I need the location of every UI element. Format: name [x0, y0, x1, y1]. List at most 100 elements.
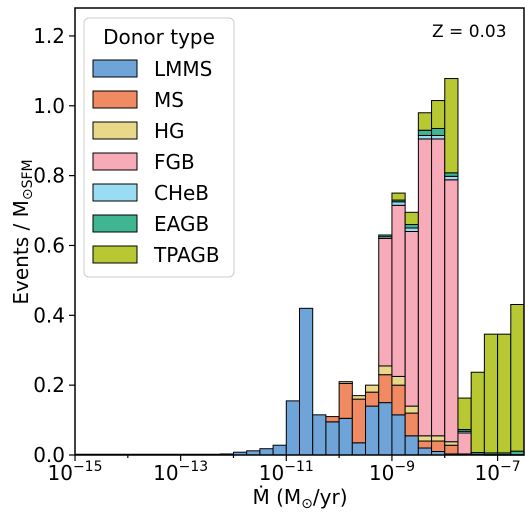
bar-hg: [351, 395, 367, 400]
bar-lmms: [259, 448, 274, 456]
x-tick-label-exponent: −7: [500, 459, 521, 475]
legend-label-lmms: LMMS: [154, 57, 212, 81]
bar-eagb: [444, 172, 459, 177]
bar-eagb: [431, 127, 446, 136]
x-axis-label: Ṁ (M⊙/yr): [252, 485, 347, 512]
bar-ms: [325, 416, 340, 423]
bar-tpagb: [391, 192, 406, 201]
bar-lmms: [417, 447, 433, 456]
x-tick-label: 10−11: [259, 459, 314, 485]
x-tick-label: 10−9: [369, 459, 415, 485]
bar-hg: [404, 405, 419, 414]
bar-fgb: [378, 237, 393, 367]
bar-cheb: [431, 134, 446, 140]
bar-ms: [365, 391, 380, 407]
bar-fgb: [417, 138, 433, 437]
bar-lmms: [272, 444, 287, 456]
x-tick-label-exponent: −15: [73, 459, 103, 475]
bar-tpagb: [497, 333, 512, 454]
bar-eagb: [404, 224, 419, 229]
bar-eagb: [378, 234, 393, 238]
x-axis-label-main: Ṁ (M: [252, 485, 301, 509]
legend-swatch-lmms: [92, 59, 138, 78]
metallicity-annotation: Z = 0.03: [432, 22, 507, 42]
bar-lmms: [351, 442, 367, 456]
x-tick-label-exponent: −13: [179, 459, 209, 475]
y-tick-label: 0.4: [33, 303, 65, 327]
x-tick-label-exponent: −9: [394, 459, 415, 475]
legend-label-hg: HG: [154, 119, 185, 143]
x-tick-label-base: 10: [48, 461, 73, 485]
bar-cheb: [404, 227, 419, 232]
legend-box: [83, 17, 235, 278]
bar-hg: [365, 384, 380, 393]
bar-ms: [404, 412, 419, 437]
y-axis-label-sub: ⊙SFM: [20, 159, 36, 200]
bar-lmms: [312, 414, 327, 456]
bar-hg: [417, 435, 433, 442]
bar-fgb: [404, 231, 419, 407]
bar-lmms: [378, 402, 393, 456]
bar-lmms: [285, 400, 301, 456]
bar-ms: [391, 384, 406, 416]
x-tick-label-base: 10: [475, 461, 500, 485]
bar-ms: [338, 382, 353, 419]
bar-stacks: [75, 78, 525, 456]
legend-swatch-tpagb: [92, 245, 138, 264]
x-tick-label: 10−15: [48, 459, 103, 485]
y-tick-label: 0.2: [33, 373, 65, 397]
bar-fgb: [444, 179, 459, 443]
bar-tpagb: [417, 112, 433, 131]
bar-lmms: [365, 405, 380, 456]
bar-eagb: [510, 450, 525, 456]
y-axis-label: Events / M⊙SFM: [9, 159, 36, 304]
x-tick-label-exponent: −11: [284, 459, 314, 475]
bar-ms: [431, 440, 446, 453]
bar-cheb: [417, 134, 433, 140]
x-tick-label: 10−13: [153, 459, 208, 485]
x-tick-label-base: 10: [153, 461, 178, 485]
legend-swatch-ms: [92, 90, 138, 109]
bar-fgb: [457, 432, 472, 455]
x-axis-label-sub: ⊙: [301, 496, 313, 512]
x-axis-label-tail: /yr): [313, 485, 348, 509]
legend-swatch-eagb: [92, 214, 138, 233]
bar-tpagb: [470, 371, 485, 454]
bar-tpagb: [457, 397, 472, 431]
bar-lmms: [404, 435, 419, 456]
legend-swatch-fgb: [92, 152, 138, 171]
legend-label-eagb: EAGB: [154, 212, 209, 236]
bar-ms: [444, 444, 459, 455]
bar-fgb: [391, 204, 406, 377]
bar-tpagb: [483, 333, 499, 454]
plot-frame: [74, 7, 525, 456]
bar-tpagb: [444, 78, 459, 174]
legend-swatch-hg: [92, 121, 138, 140]
x-tick-label: 10−7: [475, 459, 521, 485]
legend-label-fgb: FGB: [154, 150, 195, 174]
bar-cheb: [391, 201, 406, 206]
bar-lmms: [325, 421, 340, 456]
bar-tpagb: [404, 211, 419, 226]
x-tick-label-base: 10: [259, 461, 284, 485]
bar-lmms: [299, 307, 314, 456]
legend-items: LMMS MS HG FGB CHeB EAGB TPAGB: [92, 57, 220, 267]
bar-hg: [338, 381, 353, 384]
legend-label-cheb: CHeB: [154, 181, 209, 205]
legend-label-tpagb: TPAGB: [153, 243, 220, 267]
legend-swatch-cheb: [92, 183, 138, 202]
bar-cheb: [444, 175, 459, 181]
bar-hg: [391, 375, 406, 386]
legend-label-ms: MS: [154, 88, 184, 112]
bar-hg: [444, 441, 459, 446]
legend: Donor type LMMS MS HG FGB CHeB EAGB TPAGB: [83, 17, 235, 278]
bar-hg: [378, 365, 393, 376]
bar-lmms: [391, 414, 406, 456]
y-tick-label: 0.8: [33, 164, 65, 188]
bar-ms: [417, 440, 433, 449]
bar-tpagb: [431, 100, 446, 129]
bar-tpagb: [510, 303, 525, 452]
bar-eagb: [417, 129, 433, 136]
y-tick-label: 0.0: [33, 443, 65, 467]
